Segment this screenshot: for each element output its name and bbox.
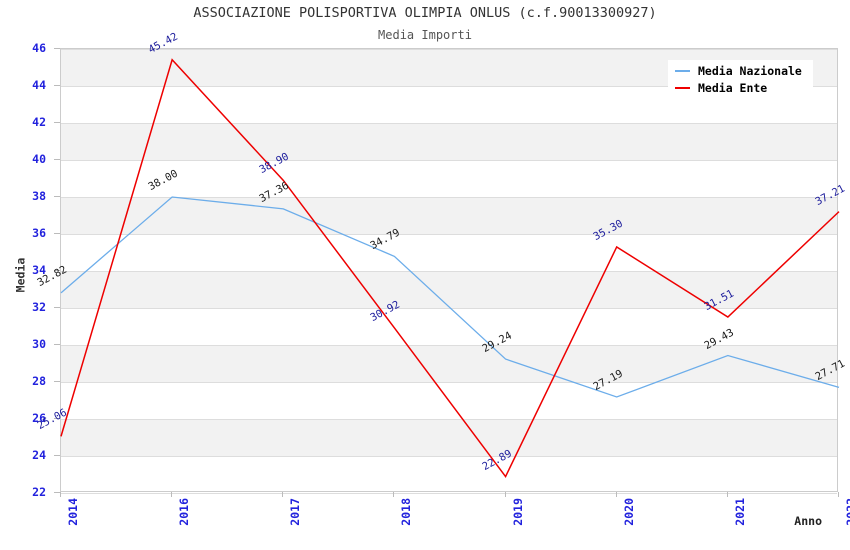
y-axis-tick-40: 40 (32, 152, 46, 166)
gridline-horizontal (61, 271, 837, 272)
y-axis-tickmark (54, 48, 60, 49)
gridline-horizontal (61, 197, 837, 198)
series-line-media-nazionale (60, 196, 840, 398)
x-axis-tick-2021: 2021 (732, 498, 747, 526)
y-axis-tickmark (54, 122, 60, 123)
plot-area: 32.82 38.00 37.36 34.79 29.24 27.19 29.43 27.71… (35, 30, 847, 494)
x-axis-tickmark (615, 492, 617, 497)
gridline-horizontal (61, 123, 837, 124)
series-lines (60, 58, 840, 478)
y-axis-tickmark (54, 85, 60, 86)
gridline-horizontal (61, 493, 837, 494)
x-axis-tickmark (171, 492, 173, 497)
x-axis-title: Anno (794, 514, 822, 528)
plot-band (61, 197, 837, 234)
chart-subtitle: Media Importi (378, 28, 472, 42)
legend-item-media-nazionale[interactable]: Media Nazionale (675, 62, 806, 79)
plot-band (61, 123, 837, 160)
x-axis-tickmark (393, 492, 395, 497)
plot-band (61, 419, 837, 456)
gridline-horizontal (61, 345, 837, 346)
x-axis-tickmark (60, 492, 61, 497)
y-axis-tick-32: 32 (32, 300, 46, 314)
x-axis-tick-2019: 2019 (510, 498, 525, 526)
y-axis-tick-30: 30 (32, 337, 46, 351)
y-axis-tickmark (54, 233, 60, 234)
y-axis-tickmark (54, 492, 60, 493)
gridline-horizontal (61, 382, 837, 383)
series-line-media-ente (60, 58, 840, 478)
y-axis-tickmark (54, 381, 60, 382)
y-axis-tick-46: 46 (32, 41, 46, 55)
x-axis-tickmark (282, 492, 284, 497)
legend-swatch-media-nazionale (675, 69, 690, 72)
x-axis-tick-2020: 2020 (621, 498, 636, 526)
y-axis-tickmark (54, 418, 60, 419)
x-axis-tick-2017: 2017 (288, 498, 303, 526)
chart-legend: Media Nazionale Media Ente (668, 60, 813, 98)
gridline-horizontal (61, 419, 837, 420)
legend-label-media-ente: Media Ente (698, 80, 768, 95)
x-axis-tickmark (726, 492, 728, 497)
y-axis-tickmark (54, 307, 60, 308)
y-axis-tick-28: 28 (32, 374, 46, 388)
y-axis-tickmark (54, 455, 60, 456)
x-axis-tickmark (504, 492, 506, 497)
x-axis-tick-2022: 2022 (844, 498, 850, 526)
y-axis-tick-24: 24 (32, 448, 46, 462)
y-axis-tick-44: 44 (32, 78, 46, 92)
y-axis-tickmark (54, 196, 60, 197)
legend-item-media-ente[interactable]: Media Ente (675, 79, 806, 96)
y-axis-tickmark (54, 270, 60, 271)
plot-band (61, 271, 837, 308)
legend-label-media-nazionale: Media Nazionale (698, 63, 802, 78)
y-axis-tickmark (54, 159, 60, 160)
gridline-horizontal (61, 86, 837, 87)
x-axis-labels: 2014 2016 2017 2018 2019 2020 2021 2022 (60, 492, 850, 550)
y-axis-tick-26: 26 (32, 411, 46, 425)
x-axis-tick-2016: 2016 (177, 498, 192, 526)
y-axis-tick-22: 22 (32, 485, 46, 499)
gridline-horizontal (61, 160, 837, 161)
x-axis-tick-2018: 2018 (399, 498, 414, 526)
x-axis-tick-2014: 2014 (66, 498, 80, 526)
legend-swatch-media-ente (675, 86, 690, 89)
gridline-horizontal (61, 49, 837, 50)
y-axis-tick-38: 38 (32, 189, 46, 203)
gridline-horizontal (61, 234, 837, 235)
gridline-horizontal (61, 308, 837, 309)
y-axis-tickmark (54, 344, 60, 345)
y-axis-tick-42: 42 (32, 115, 46, 129)
y-axis-tick-34: 34 (32, 263, 46, 277)
y-axis-tick-36: 36 (32, 226, 46, 240)
x-axis-tickmark (838, 492, 839, 497)
gridline-horizontal (61, 456, 837, 457)
chart-title: ASSOCIAZIONE POLISPORTIVA OLIMPIA ONLUS … (193, 5, 657, 21)
y-axis-labels: 22 24 26 28 30 32 34 36 38 40 42 44 46 (0, 41, 60, 499)
